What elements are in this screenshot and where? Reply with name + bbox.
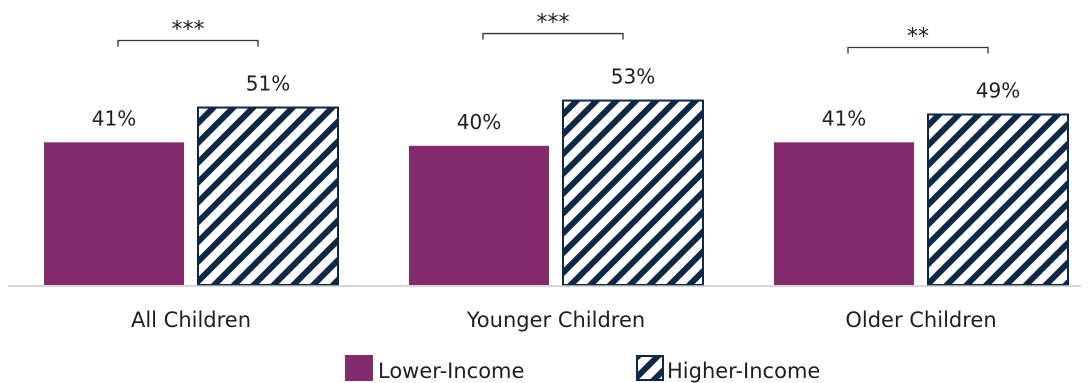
category-label: Older Children: [845, 308, 996, 332]
bar-higher-income: [197, 106, 339, 286]
bar-lower-income: [774, 142, 914, 285]
category-label: Younger Children: [466, 308, 645, 332]
bar-higher-income: [927, 113, 1069, 287]
significance-bracket: [117, 39, 259, 47]
data-label: 41%: [822, 106, 866, 130]
bar-lower-income: [44, 142, 184, 285]
data-label: 40%: [457, 110, 501, 134]
legend-label-higher-income: Higher-Income: [667, 359, 820, 383]
data-label: 49%: [976, 78, 1020, 102]
legend-swatch-higher-income: [636, 355, 664, 381]
category-label: All Children: [131, 308, 251, 332]
bar-lower-income: [409, 145, 549, 285]
significance-bracket: [482, 32, 624, 40]
data-label: 53%: [611, 65, 655, 89]
data-label: 41%: [92, 106, 136, 130]
significance-label: **: [907, 24, 929, 49]
significance-label: ***: [172, 18, 205, 43]
legend-label-lower-income: Lower-Income: [378, 359, 524, 383]
data-label: 51%: [246, 72, 290, 96]
significance-label: ***: [537, 11, 570, 36]
significance-bracket: [847, 46, 989, 54]
legend-swatch-lower-income: [345, 355, 373, 381]
bar-higher-income: [562, 99, 704, 286]
